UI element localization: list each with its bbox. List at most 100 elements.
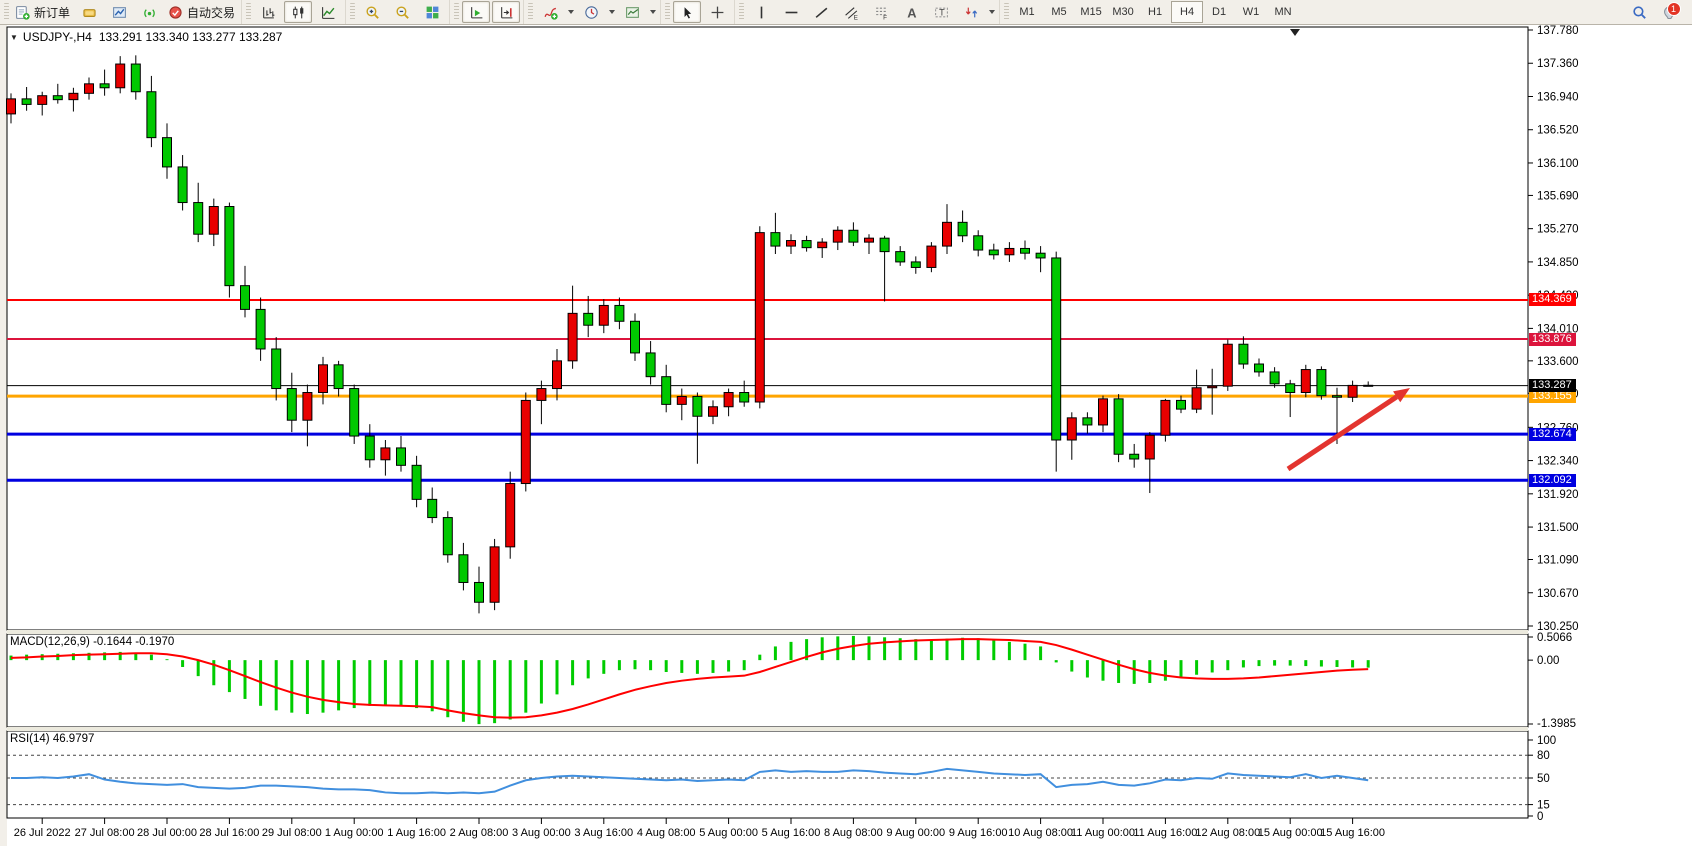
tile-windows-button[interactable] — [418, 1, 446, 23]
trend-arrow-head[interactable] — [1393, 388, 1410, 403]
timeframe-button-W1[interactable]: W1 — [1242, 6, 1260, 18]
candle-body — [1269, 371, 1280, 385]
candlestick-chart-button[interactable] — [284, 1, 313, 23]
pane-splitter-1[interactable] — [7, 630, 1528, 634]
price-tick-label: 137.360 — [1537, 58, 1579, 70]
price-tick-label: 137.780 — [1537, 25, 1579, 37]
price-tick-label: 132.340 — [1537, 456, 1579, 468]
timeframe-button-M30[interactable]: M30 — [1112, 6, 1134, 18]
toolbar-grip[interactable] — [4, 3, 9, 21]
trendline-button[interactable] — [807, 1, 835, 23]
price-tick-label: 130.250 — [1537, 621, 1579, 633]
text-icon: A — [904, 5, 919, 20]
indicators-dropdown-icon[interactable] — [568, 10, 575, 14]
toolbar-grip[interactable] — [1004, 3, 1010, 21]
chart-shift-marker-icon[interactable] — [1290, 29, 1300, 36]
periods-button[interactable] — [577, 1, 605, 23]
candle-body — [286, 388, 297, 421]
candle-body — [786, 240, 796, 247]
rsi-axis-label: 80 — [1537, 750, 1550, 762]
candle-body — [770, 232, 781, 247]
macd-signal-line — [10, 638, 1369, 719]
timeframe-button-M5[interactable]: M5 — [1051, 6, 1067, 18]
timeframe-button-M1[interactable]: M1 — [1019, 6, 1035, 18]
bar-chart-button[interactable] — [254, 1, 282, 23]
candle-body — [957, 221, 968, 237]
arrows-button[interactable] — [957, 1, 985, 23]
toolbar-grip[interactable] — [528, 3, 534, 21]
new-order-button[interactable]: 新订单 — [12, 1, 73, 23]
text-button[interactable]: A — [897, 1, 925, 23]
candle-body — [536, 388, 547, 401]
toolbar-grip[interactable] — [454, 3, 460, 21]
chart-symbol-period: USDJPY-,H4 — [22, 30, 92, 44]
fibonacci-button[interactable]: F — [867, 1, 895, 23]
templates-dropdown-icon[interactable] — [650, 10, 657, 14]
horizontal-line-button[interactable] — [777, 1, 805, 23]
zoom-in-button[interactable] — [358, 1, 386, 23]
price-tick-label: 136.520 — [1537, 125, 1579, 137]
timeframe-button-MN[interactable]: MN — [1274, 6, 1292, 18]
search-button[interactable] — [1625, 1, 1653, 23]
chart-shift-button[interactable] — [492, 1, 521, 23]
main-pane[interactable] — [6, 26, 1529, 631]
svg-text:T: T — [939, 7, 945, 17]
timeframe-button-M15[interactable]: M15 — [1080, 6, 1102, 18]
horizontal-line-icon — [784, 5, 799, 20]
candle-body — [598, 304, 609, 326]
candle-body — [1332, 395, 1342, 398]
candle-body — [333, 364, 344, 390]
auto-trading-button[interactable]: 自动交易 — [165, 1, 238, 23]
toolbar-grip[interactable] — [350, 3, 356, 21]
auto-scroll-button[interactable] — [462, 1, 491, 23]
time-tick-label: 10 Aug 08:00 — [1008, 827, 1073, 839]
candle-body — [380, 447, 391, 461]
signal-icon — [142, 5, 157, 20]
macd-pane[interactable] — [6, 633, 1529, 728]
time-tick-label: 4 Aug 08:00 — [637, 827, 696, 839]
timeframe-button-H1[interactable]: H1 — [1148, 6, 1163, 18]
symbol-dropdown-icon[interactable]: ▼ — [10, 32, 18, 42]
toolbar-group-0: 新订单 自动交易 — [0, 0, 241, 24]
candle-body — [21, 98, 32, 105]
candle-body — [1051, 257, 1062, 441]
candle-body — [52, 95, 63, 101]
toolbar-grip[interactable] — [665, 3, 671, 21]
trend-arrow-line[interactable] — [1286, 394, 1399, 472]
text-label-button[interactable]: T — [927, 1, 955, 23]
periods-dropdown-icon[interactable] — [609, 10, 616, 14]
templates-button[interactable] — [618, 1, 646, 23]
crosshair-button[interactable] — [703, 1, 731, 23]
timeframe-button-D1[interactable]: D1 — [1212, 6, 1227, 18]
equidistant-channel-icon: E — [844, 5, 859, 20]
candle-body — [396, 447, 406, 466]
equidistant-channel-button[interactable]: E — [837, 1, 865, 23]
rsi-axis-label: 100 — [1537, 735, 1556, 747]
toolbar-grip[interactable] — [246, 3, 252, 21]
signal-button[interactable] — [135, 1, 163, 23]
toolbar-grip[interactable] — [739, 3, 745, 21]
candle-body — [130, 63, 141, 93]
chart-title[interactable]: ▼ USDJPY-,H4 133.291 133.340 133.277 133… — [10, 30, 289, 44]
candle-body — [427, 498, 438, 519]
svg-text:A: A — [907, 5, 916, 20]
pane-splitter-2[interactable] — [7, 727, 1528, 731]
indicators-button[interactable] — [536, 1, 564, 23]
line-chart-button[interactable] — [314, 1, 342, 23]
timeframe-button-H4[interactable]: H4 — [1171, 1, 1204, 23]
trade-levels-button[interactable] — [75, 1, 103, 23]
arrows-dropdown-icon[interactable] — [989, 10, 996, 14]
price-tick-label: 131.920 — [1537, 489, 1579, 501]
candle-body — [302, 392, 313, 421]
zoom-out-button[interactable] — [388, 1, 416, 23]
charts-button[interactable] — [105, 1, 133, 23]
rsi-pane[interactable] — [6, 730, 1529, 819]
notifications-button[interactable]: 1 — [1655, 1, 1683, 23]
candle-body — [754, 232, 765, 403]
cursor-button[interactable] — [673, 1, 702, 23]
vertical-line-button[interactable] — [747, 1, 775, 23]
candle-body — [505, 483, 516, 548]
crosshair-icon — [710, 5, 725, 20]
bid-price-tag: 133.287 — [1529, 379, 1576, 393]
